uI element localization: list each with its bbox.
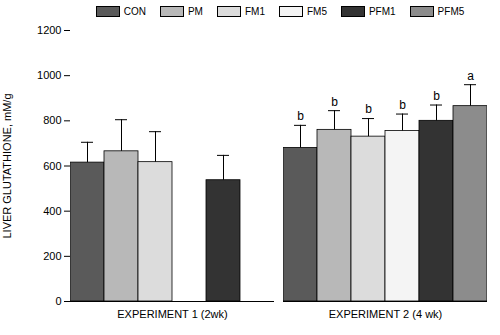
html-text:PFM1: PFM1 <box>368 5 396 17</box>
html-text:FM1: FM1 <box>244 5 265 17</box>
svg-text:600: 600 <box>43 160 61 172</box>
svg-text:1200: 1200 <box>37 24 61 36</box>
svg-text:b: b <box>399 98 406 112</box>
svg-text:EXPERIMENT 1 (2wk): EXPERIMENT 1 (2wk) <box>117 308 227 320</box>
svg-text:400: 400 <box>43 205 61 217</box>
svg-text:1000: 1000 <box>37 69 61 81</box>
svg-text:a: a <box>467 69 474 83</box>
svg-text:800: 800 <box>43 114 61 126</box>
svg-text:b: b <box>331 95 338 109</box>
svg-text:0: 0 <box>55 295 61 307</box>
html-text:PM: PM <box>187 5 203 17</box>
svg-text:b: b <box>433 89 440 103</box>
svg-text:b: b <box>297 109 304 123</box>
html-text:CON: CON <box>123 5 146 17</box>
html-text:PFM5: PFM5 <box>437 5 465 17</box>
svg-text:200: 200 <box>43 250 61 262</box>
svg-text:LIVER GLUTATHIONE, mM/g: LIVER GLUTATHIONE, mM/g <box>1 93 13 238</box>
html-text:FM5: FM5 <box>306 5 327 17</box>
svg-text:EXPERIMENT 2 (4 wk): EXPERIMENT 2 (4 wk) <box>329 308 443 320</box>
svg-text:b: b <box>365 102 372 116</box>
